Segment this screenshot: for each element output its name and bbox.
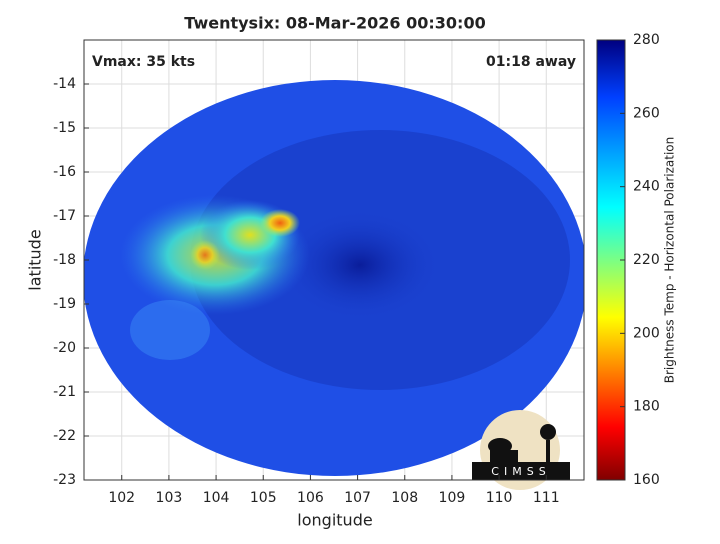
x-tick-label: 102 xyxy=(108,490,135,506)
x-axis-label: longitude xyxy=(297,511,372,530)
x-tick-label: 106 xyxy=(297,490,324,506)
colorbar-tick-label: 280 xyxy=(633,32,660,48)
y-tick-label: -21 xyxy=(53,384,76,400)
y-tick-label: -14 xyxy=(53,76,76,92)
chart-title: Twentysix: 08-Mar-2026 00:30:00 xyxy=(184,14,485,33)
colorbar-tick-label: 260 xyxy=(633,105,660,121)
y-tick-label: -22 xyxy=(53,428,76,444)
y-tick-label: -15 xyxy=(53,120,76,136)
y-tick-label: -16 xyxy=(53,164,76,180)
annotation: Vmax: 35 kts xyxy=(92,54,195,70)
colorbar-tick-label: 180 xyxy=(633,399,660,415)
y-tick-label: -23 xyxy=(53,472,76,488)
x-tick-label: 109 xyxy=(439,490,466,506)
colorbar-tick-label: 160 xyxy=(633,472,660,488)
x-tick-label: 104 xyxy=(203,490,230,506)
x-tick-label: 108 xyxy=(391,490,418,506)
y-axis-label: latitude xyxy=(26,229,45,290)
y-tick-label: -19 xyxy=(53,296,76,312)
x-tick-label: 111 xyxy=(533,490,560,506)
y-tick-label: -20 xyxy=(53,340,76,356)
y-tick-label: -18 xyxy=(53,252,76,268)
colorbar-tick-label: 200 xyxy=(633,325,660,341)
colorbar-tick-label: 220 xyxy=(633,252,660,268)
satellite-image xyxy=(84,80,584,476)
colorbar-label: Brightness Temp - Horizontal Polarizatio… xyxy=(663,137,677,384)
x-tick-label: 105 xyxy=(250,490,277,506)
annotation: 01:18 away xyxy=(486,54,576,70)
x-tick-label: 110 xyxy=(486,490,513,506)
x-tick-label: 103 xyxy=(156,490,183,506)
logo-text: CIMSS xyxy=(491,465,550,478)
colorbar-tick-label: 240 xyxy=(633,179,660,195)
logo: CIMSS xyxy=(472,410,570,490)
y-tick-label: -17 xyxy=(53,208,76,224)
x-tick-label: 107 xyxy=(344,490,371,506)
